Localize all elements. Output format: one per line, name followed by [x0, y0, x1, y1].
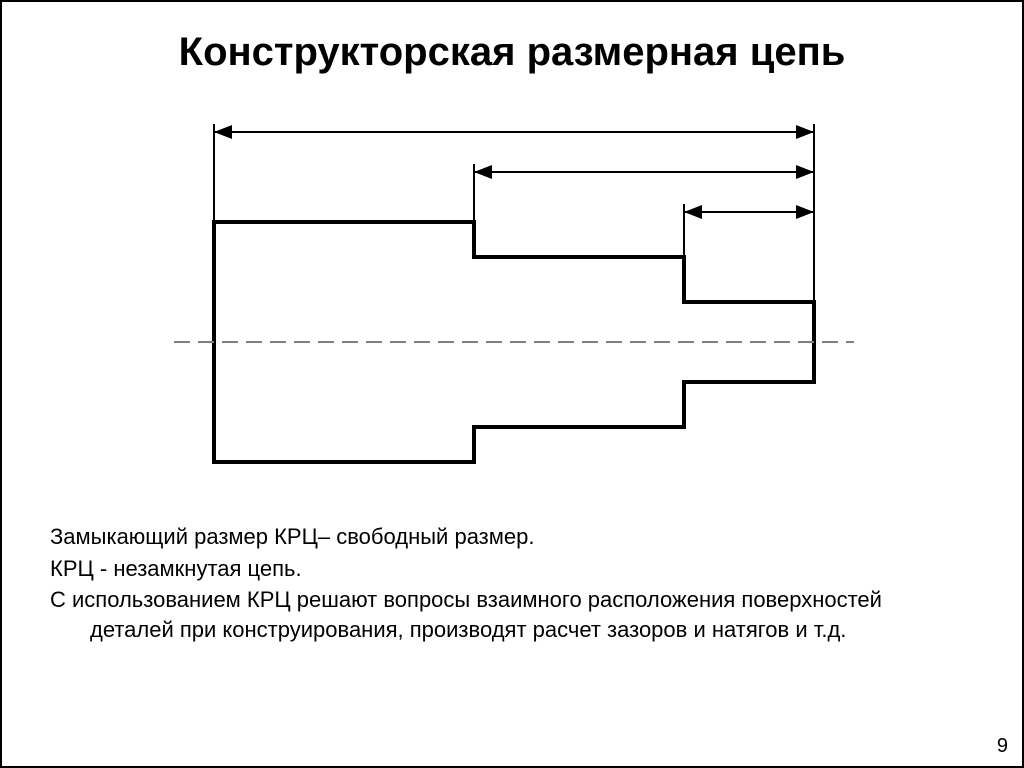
body-line-1: Замыкающий размер КРЦ– свободный размер. [50, 522, 970, 552]
shaft-svg [134, 112, 894, 482]
body-line-3: С использованием КРЦ решают вопросы взаи… [50, 585, 970, 644]
body-text: Замыкающий размер КРЦ– свободный размер.… [50, 522, 970, 647]
body-line-2: КРЦ - незамкнутая цепь. [50, 554, 970, 584]
shaft-diagram [134, 112, 894, 482]
slide-frame: Конструкторская размерная цепь Замыкающи… [0, 0, 1024, 768]
slide-title: Конструкторская размерная цепь [2, 30, 1022, 75]
page-number: 9 [997, 735, 1008, 758]
